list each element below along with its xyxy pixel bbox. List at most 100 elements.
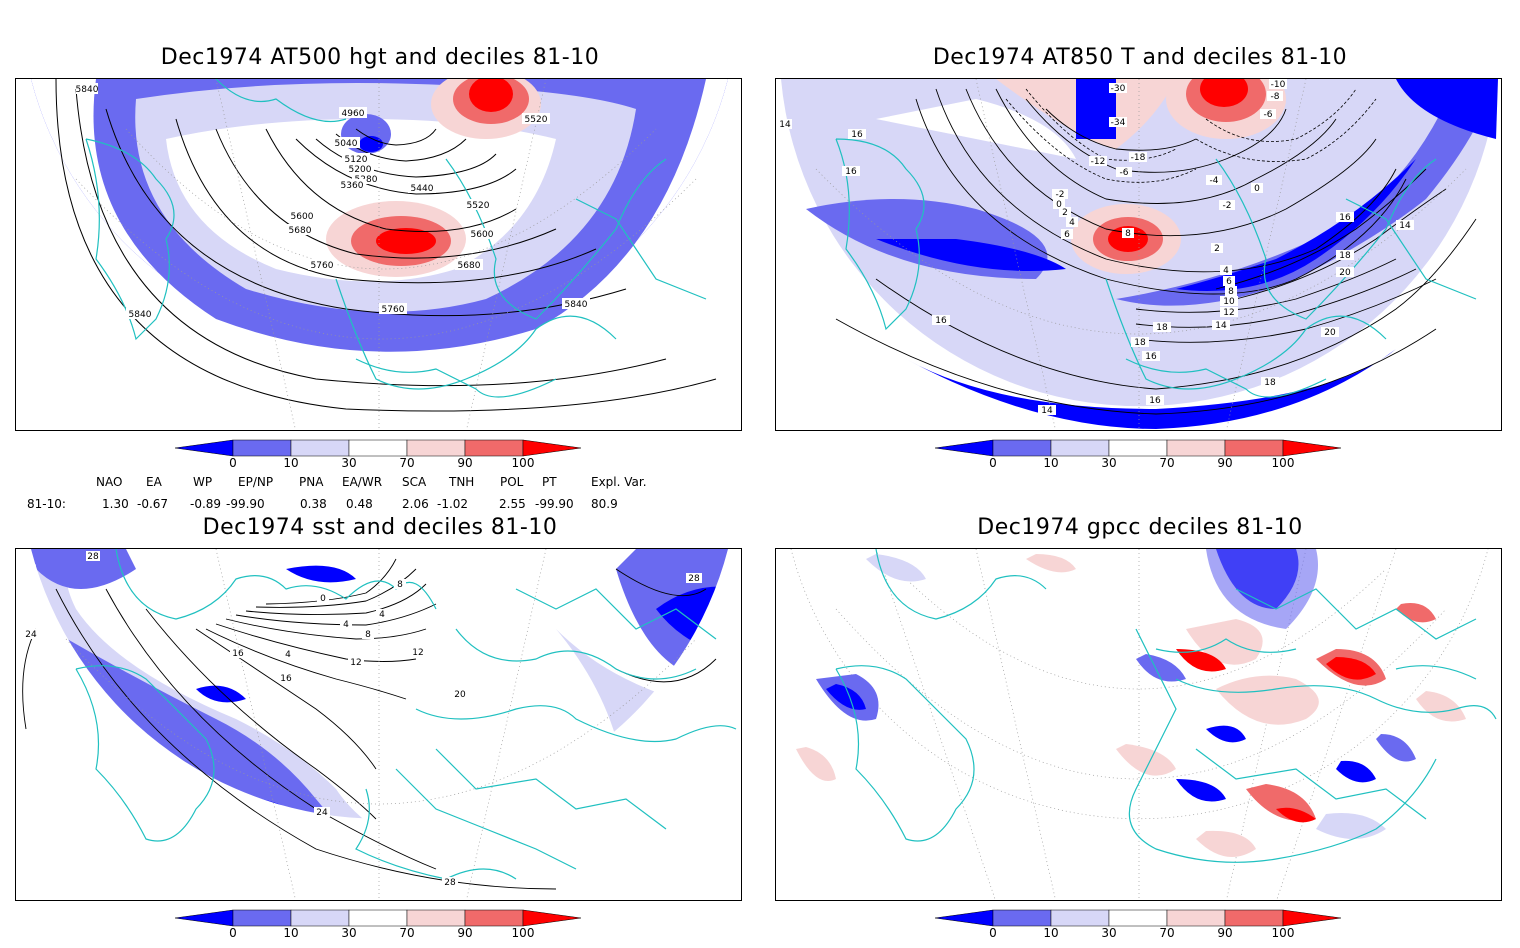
colorbar-segment bbox=[232, 909, 292, 927]
index-value: -99.90 bbox=[226, 497, 265, 511]
svg-text:16: 16 bbox=[1145, 352, 1157, 362]
svg-text:8: 8 bbox=[397, 580, 403, 590]
index-value: 0.48 bbox=[346, 497, 373, 511]
contour-label: -12 bbox=[1089, 156, 1107, 167]
contour-label: 5520 bbox=[522, 113, 550, 125]
colorbar-panel3: 0 10 30 70 90 100 bbox=[175, 908, 585, 948]
svg-text:-4: -4 bbox=[1210, 176, 1219, 186]
contour-label: 5760 bbox=[308, 259, 336, 271]
contour-label: 16 bbox=[842, 166, 860, 177]
index-header: EP/NP bbox=[238, 475, 274, 489]
colorbar-segment bbox=[1108, 439, 1168, 457]
index-value: 2.55 bbox=[499, 497, 526, 511]
precip-anomaly-blobs bbox=[796, 549, 1466, 857]
svg-text:14: 14 bbox=[1215, 321, 1227, 331]
colorbar-segment bbox=[1282, 439, 1342, 457]
contour-label: 2 bbox=[1211, 243, 1223, 254]
contour-label: 5520 bbox=[464, 199, 492, 211]
index-header: NAO bbox=[96, 475, 123, 489]
contour-label: 4 bbox=[1220, 265, 1232, 276]
contour-label: -18 bbox=[1129, 152, 1147, 163]
svg-text:6: 6 bbox=[1226, 277, 1232, 287]
svg-text:5840: 5840 bbox=[129, 310, 152, 320]
colorbar-label: 0 bbox=[989, 456, 997, 470]
contour-label: -2 bbox=[1219, 200, 1235, 211]
svg-text:5120: 5120 bbox=[345, 155, 368, 165]
colorbar-label: 0 bbox=[989, 926, 997, 940]
svg-text:5520: 5520 bbox=[525, 115, 548, 125]
index-value: 1.30 bbox=[102, 497, 129, 511]
contour-label: 24 bbox=[314, 807, 330, 818]
index-header: EA bbox=[146, 475, 162, 489]
svg-text:-6: -6 bbox=[1264, 110, 1273, 120]
map-panel-500hgt: 5840 4960 5040 5120 5200 5280 5360 5440 … bbox=[15, 78, 742, 431]
contour-label: 28 bbox=[442, 877, 458, 888]
colorbar-label: 0 bbox=[229, 456, 237, 470]
colorbar-segment bbox=[992, 909, 1052, 927]
svg-text:14: 14 bbox=[1399, 221, 1411, 231]
svg-text:16: 16 bbox=[280, 674, 292, 684]
svg-text:5440: 5440 bbox=[411, 184, 434, 194]
contour-label: 5600 bbox=[468, 228, 496, 240]
svg-text:4: 4 bbox=[379, 610, 385, 620]
svg-text:-10: -10 bbox=[1271, 80, 1286, 90]
contour-label: 14 bbox=[1038, 405, 1056, 416]
colorbar-label: 100 bbox=[1272, 456, 1295, 470]
panel3-title: Dec1974 sst and deciles 81-10 bbox=[202, 515, 558, 540]
svg-text:6: 6 bbox=[1064, 230, 1070, 240]
contour-label: 16 bbox=[932, 315, 950, 326]
svg-text:18: 18 bbox=[1339, 251, 1351, 261]
svg-text:5760: 5760 bbox=[311, 261, 334, 271]
svg-text:0: 0 bbox=[1254, 184, 1260, 194]
map-850t: -10 -8 -6 -30 -34 -12 -18 -6 -2 0 -4 0 -… bbox=[776, 79, 1501, 430]
svg-text:4: 4 bbox=[1223, 266, 1229, 276]
svg-text:-18: -18 bbox=[1131, 153, 1146, 163]
colorbar-panel2: 0 10 30 70 90 100 bbox=[935, 438, 1345, 478]
svg-text:28: 28 bbox=[87, 552, 99, 562]
contour-label: 0 bbox=[317, 593, 329, 604]
panel4-title: Dec1974 gpcc deciles 81-10 bbox=[977, 515, 1303, 540]
svg-text:5680: 5680 bbox=[289, 226, 312, 236]
contour-label: 16 bbox=[1146, 395, 1164, 406]
contour-label: -6 bbox=[1116, 167, 1132, 178]
map-panel-gpcc bbox=[775, 548, 1502, 901]
colorbar-panel4: 0 10 30 70 90 100 bbox=[935, 908, 1345, 948]
colorbar-label: 100 bbox=[512, 456, 535, 470]
index-header: Expl. Var. bbox=[591, 475, 647, 489]
colorbar-segment bbox=[1224, 909, 1284, 927]
contour-label: -8 bbox=[1267, 91, 1283, 102]
contour-label: 16 bbox=[230, 648, 246, 659]
contour-label: 8 bbox=[1225, 286, 1237, 297]
index-value: -0.67 bbox=[137, 497, 169, 511]
colorbar-segment bbox=[935, 909, 994, 927]
colorbar-label: 90 bbox=[1217, 926, 1232, 940]
colorbar-label: 90 bbox=[1217, 456, 1232, 470]
contour-label: 0 bbox=[1251, 183, 1263, 194]
contour-label: 12 bbox=[1220, 307, 1238, 318]
svg-text:8: 8 bbox=[1228, 287, 1234, 297]
contour-label: 16 bbox=[1336, 212, 1354, 223]
colorbar-label: 10 bbox=[1043, 456, 1058, 470]
svg-text:4960: 4960 bbox=[342, 109, 365, 119]
contour-label: 5440 bbox=[408, 182, 436, 194]
contour-label: 2 bbox=[1059, 207, 1071, 218]
contour-label: 16 bbox=[848, 129, 866, 140]
svg-text:5600: 5600 bbox=[291, 212, 314, 222]
colorbar-segment bbox=[406, 439, 466, 457]
contour-label: -34 bbox=[1109, 117, 1127, 128]
index-row-label: 81-10: bbox=[27, 497, 66, 511]
colorbar-segment bbox=[1224, 439, 1284, 457]
contour-label: 6 bbox=[1061, 229, 1073, 240]
colorbar-label: 10 bbox=[1043, 926, 1058, 940]
contour-label: 14 bbox=[778, 119, 792, 130]
colorbar-segment bbox=[232, 439, 292, 457]
contour-label: 10 bbox=[1220, 296, 1238, 307]
colorbar-label: 30 bbox=[1101, 456, 1116, 470]
colorbar-segment bbox=[464, 439, 524, 457]
svg-text:-2: -2 bbox=[1056, 190, 1065, 200]
colorbar-segment bbox=[522, 909, 582, 927]
contour-label: 5360 bbox=[338, 179, 366, 191]
colorbar-segment bbox=[1050, 909, 1110, 927]
contour-label: 12 bbox=[348, 657, 364, 668]
colorbar-segment bbox=[290, 909, 350, 927]
